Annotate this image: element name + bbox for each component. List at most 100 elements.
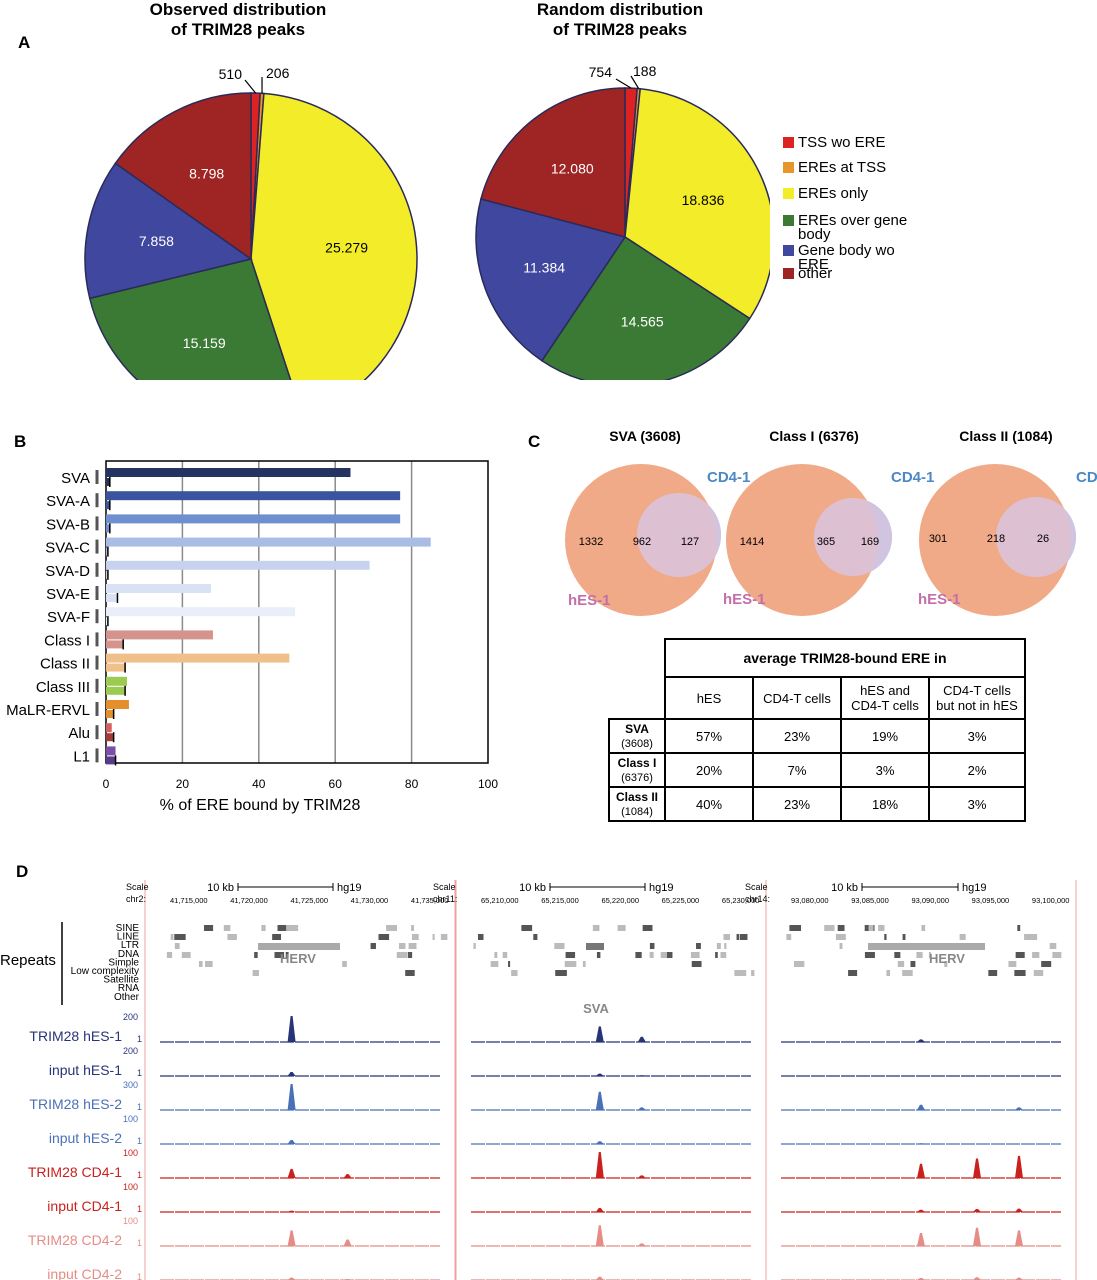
pie-slice bbox=[114, 92, 252, 261]
row-header-class-i: Class I (6376) bbox=[608, 752, 666, 788]
category-label: SVA-D bbox=[45, 563, 90, 580]
venn-count-overlap: 962 bbox=[633, 536, 651, 548]
panel-letter-d: D bbox=[16, 862, 29, 881]
pie-slice bbox=[84, 162, 253, 300]
x-tick-label: 80 bbox=[405, 777, 419, 791]
repeat-block bbox=[1032, 952, 1040, 958]
repeat-block bbox=[839, 943, 843, 949]
track-max-label: 100 bbox=[123, 1148, 138, 1158]
coordinate-tick-label: 41,720,000 bbox=[230, 896, 268, 905]
track-min-label: 1 bbox=[137, 1102, 142, 1112]
signal-peak bbox=[917, 1163, 925, 1178]
coordinate-tick-label: 93,090,000 bbox=[911, 896, 949, 905]
signal-peak bbox=[343, 1211, 352, 1212]
genome-label: hg19 bbox=[649, 882, 673, 894]
x-axis-label: % of ERE bound by TRIM28 bbox=[160, 797, 361, 814]
bar bbox=[106, 501, 110, 510]
bar bbox=[106, 630, 213, 640]
coordinate-tick-label: 41,725,000 bbox=[290, 896, 328, 905]
signal-peak bbox=[973, 1158, 981, 1178]
signal-peak bbox=[595, 1141, 604, 1144]
panel-letter-a: A bbox=[18, 33, 31, 52]
repeat-block bbox=[184, 952, 191, 958]
repeat-block bbox=[174, 943, 180, 949]
repeat-block bbox=[1052, 952, 1062, 958]
repeat-block bbox=[411, 934, 419, 940]
repeat-block bbox=[650, 943, 655, 949]
signal-peak bbox=[287, 1084, 296, 1110]
chrom-label: chr11: bbox=[433, 894, 457, 904]
venn-title: SVA (3608) bbox=[609, 428, 681, 444]
repeat-block bbox=[916, 952, 923, 958]
repeat-block bbox=[1014, 970, 1026, 976]
signal-peak bbox=[917, 1233, 925, 1246]
repeat-block bbox=[910, 961, 916, 967]
legend-label: other bbox=[798, 265, 833, 282]
venn-label-hes: hES-1 bbox=[918, 591, 961, 608]
pie-value-label: 25.279 bbox=[325, 240, 368, 256]
col-header-hes: hES bbox=[664, 676, 754, 720]
x-tick-label: 100 bbox=[478, 777, 498, 791]
track-max-label: 100 bbox=[123, 1182, 138, 1192]
coordinate-tick-label: 65,230,000 bbox=[722, 896, 760, 905]
repeat-class-label: Other bbox=[114, 992, 140, 1003]
repeat-block bbox=[660, 952, 667, 958]
signal-peak bbox=[343, 1174, 352, 1178]
coordinate-tick-label: 93,100,000 bbox=[1032, 896, 1070, 905]
repeat-block bbox=[170, 934, 174, 940]
repeat-block bbox=[720, 952, 727, 958]
venn-label-cd4: CD4-1 bbox=[707, 469, 750, 486]
signal-peak bbox=[1015, 1155, 1023, 1178]
repeat-block bbox=[944, 961, 948, 967]
bar bbox=[106, 746, 116, 756]
legend-swatch bbox=[783, 245, 794, 256]
repeat-block bbox=[396, 952, 408, 958]
venn-label-cd4: CD4-1 bbox=[891, 469, 934, 486]
track-label: TRIM28 CD4-2 bbox=[28, 1232, 122, 1248]
repeat-block bbox=[897, 961, 905, 967]
scale-label: Scale bbox=[126, 882, 149, 892]
repeat-block bbox=[432, 934, 435, 940]
table-row: Class II (1084) 40% 23% 18% 3% bbox=[608, 786, 1026, 822]
repeat-class-label: LTR bbox=[121, 940, 139, 951]
category-label: SVA-A bbox=[46, 493, 90, 510]
bar bbox=[106, 468, 351, 477]
signal-peak bbox=[287, 1210, 296, 1212]
table-row: SVA (3608) 57% 23% 19% 3% bbox=[608, 718, 1026, 754]
repeat-block bbox=[894, 952, 901, 958]
repeat-block bbox=[411, 925, 414, 931]
repeat-class-label: SINE bbox=[116, 923, 140, 934]
bar bbox=[106, 700, 129, 709]
repeat-block bbox=[274, 952, 285, 958]
repeat-block bbox=[408, 943, 417, 949]
repeat-class-label: Simple bbox=[108, 957, 139, 968]
bar bbox=[106, 686, 126, 695]
table-cell: 40% bbox=[664, 786, 754, 822]
repeat-block bbox=[734, 970, 747, 976]
repeats-title: Repeats bbox=[0, 952, 56, 969]
legend-label: EREs at TSS bbox=[798, 159, 887, 176]
repeat-block bbox=[736, 934, 740, 940]
repeat-block bbox=[564, 961, 577, 967]
repeat-block bbox=[398, 943, 406, 949]
row-header-sva: SVA (3608) bbox=[608, 718, 666, 754]
repeat-element-highlight bbox=[258, 943, 340, 950]
bar bbox=[106, 537, 431, 547]
repeat-element-label: SVA bbox=[583, 1001, 609, 1016]
venn-count-hes-only: 1332 bbox=[579, 536, 603, 548]
repeat-block bbox=[642, 925, 653, 931]
bar bbox=[106, 607, 296, 617]
category-label: Class II bbox=[40, 656, 90, 673]
pie-slice bbox=[540, 235, 751, 380]
col-header-cd4-only: CD4-T cells but not in hES bbox=[928, 676, 1026, 720]
legend-item: EREs only bbox=[783, 186, 923, 201]
repeat-block bbox=[921, 925, 926, 931]
bar bbox=[106, 710, 114, 718]
track-label: input CD4-2 bbox=[47, 1266, 122, 1280]
scale-bar-text: 10 kb bbox=[207, 882, 234, 894]
scale-label: Scale bbox=[745, 882, 768, 892]
scale-label: Scale bbox=[433, 882, 456, 892]
scale-bar-text: 10 kb bbox=[519, 882, 546, 894]
repeat-block bbox=[751, 970, 755, 976]
signal-peak bbox=[917, 1143, 925, 1144]
